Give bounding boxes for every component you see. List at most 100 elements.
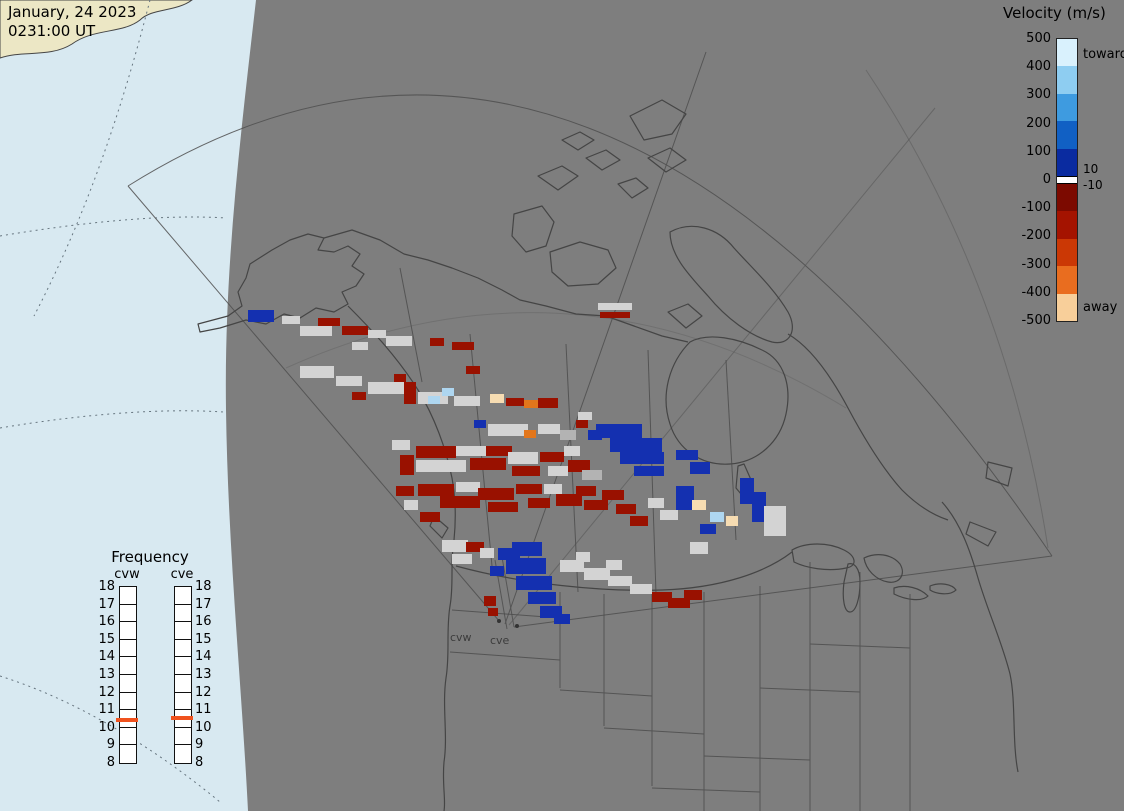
frequency-tick-label: 15 (195, 631, 212, 647)
radar-site-label: cve (490, 634, 510, 647)
toward-label: toward (1083, 47, 1124, 62)
frequency-tick-label: 13 (98, 667, 115, 682)
zero-upper-label: 10 (1083, 162, 1099, 176)
frequency-bar-cell (175, 710, 191, 728)
frequency-tick-label: 16 (98, 614, 115, 630)
frequency-tick-label: 12 (195, 684, 212, 700)
frequency-bar-cell (120, 693, 136, 711)
frequency-bar-cell (175, 587, 191, 605)
away-label: away (1083, 300, 1118, 315)
hudson-bay (665, 336, 789, 465)
colorbar-segment (1057, 66, 1077, 94)
colorbar-tick-label: -200 (1021, 228, 1051, 244)
colorbar-segment (1057, 93, 1077, 122)
coastline-alaska (197, 233, 365, 333)
victoria-island (549, 241, 617, 287)
frequency-tick-label: 9 (195, 737, 204, 753)
frequency-bar-cell (175, 675, 191, 693)
frequency-column-label-cve: cve (170, 567, 194, 582)
newfoundland (985, 461, 1013, 487)
frequency-bar-cell (175, 693, 191, 711)
colorbar: toward away 10 -10 500 400 300 200 100 0 -100 -… (1021, 31, 1124, 328)
frequency-bar-cell (120, 657, 136, 675)
coastline-arctic (323, 229, 689, 343)
colorbar-segment (1057, 148, 1077, 176)
frequency-tick-label: 10 (98, 719, 115, 735)
date-label: January, 24 2023 (8, 3, 137, 21)
radar-site-label: cvw (450, 631, 472, 644)
frequency-tick-label: 17 (98, 596, 115, 612)
frequency-tick-label: 8 (106, 755, 115, 770)
colorbar-tick-label: 0 (1042, 172, 1051, 187)
daylit-landmass (0, 0, 193, 59)
frequency-tick-label: 13 (195, 667, 212, 682)
nova-scotia (965, 521, 997, 547)
frequency-bar-cell (175, 657, 191, 675)
frequency-tick-label: 15 (98, 631, 115, 647)
frequency-tick-label: 8 (195, 755, 204, 770)
frequency-ticks-left: 18 17 16 15 14 13 12 11 10 9 8 (85, 548, 240, 783)
colorbar-segment (1057, 175, 1077, 184)
frequency-tick-label: 17 (195, 596, 212, 612)
pacific-coast (347, 305, 456, 811)
frequency-ticks-right: 18 17 16 15 14 13 12 11 10 9 8 (85, 548, 240, 783)
ocean-graticule (0, 0, 227, 803)
colorbar-tick-label: 500 (1026, 31, 1051, 46)
radar-site-dots (497, 619, 519, 628)
frequency-tick-label: 11 (195, 702, 212, 718)
frequency-tick-label: 14 (98, 649, 115, 665)
arctic-islands (537, 99, 687, 199)
colorbar-tick-label: 400 (1026, 59, 1051, 75)
zero-lower-label: -10 (1083, 178, 1103, 192)
colorbar-segment (1057, 293, 1077, 321)
coastlines (197, 99, 1019, 811)
frequency-bar-cell (120, 622, 136, 640)
colorbar-segment (1057, 183, 1077, 212)
colorbar-segment (1057, 211, 1077, 239)
time-label: 0231:00 UT (8, 22, 96, 40)
great-lakes (791, 543, 957, 613)
frequency-tick-label: 9 (106, 737, 115, 753)
frequency-bar-cell (175, 728, 191, 746)
frequency-marker (116, 717, 138, 722)
frequency-tick-label: 10 (195, 719, 212, 735)
frequency-bar-cell (120, 587, 136, 605)
frequency-tick-label: 11 (98, 702, 115, 718)
frequency-panel: Frequency cvw cve 18 17 16 15 14 13 12 11 10 9 8 1… (85, 548, 240, 783)
frequency-tick-label: 14 (195, 649, 212, 665)
colorbar-tick-label: 300 (1026, 87, 1051, 103)
colorbar-segment (1057, 121, 1077, 149)
colorbar-title: Velocity (m/s) (1003, 4, 1106, 22)
night-shade-region (225, 0, 1124, 811)
labrador-coast (787, 333, 949, 521)
colorbar-segment (1057, 238, 1077, 267)
frequency-tick-label: 12 (98, 684, 115, 700)
frequency-bar-cell (175, 640, 191, 658)
colorbar-tick-label: -300 (1021, 256, 1051, 272)
colorbar-tick-label: 200 (1026, 115, 1051, 131)
colorbar-segment (1057, 266, 1077, 294)
frequency-title: Frequency (111, 548, 189, 566)
frequency-marker (171, 716, 193, 720)
banks-island (511, 205, 555, 253)
colorbar-segment (1057, 39, 1077, 67)
frequency-bar-cell (175, 605, 191, 623)
atlantic-coast (941, 501, 1019, 773)
frequency-column-label-cvw: cvw (114, 567, 140, 582)
southampton-island (667, 303, 703, 329)
frequency-bar-cell (175, 622, 191, 640)
frequency-bar-cell (120, 710, 136, 728)
frequency-tick-label: 16 (195, 614, 212, 630)
frequency-bar-cell (120, 605, 136, 623)
frequency-tick-label: 18 (195, 579, 212, 594)
frequency-bar-cell (120, 675, 136, 693)
frequency-bar-cell (120, 728, 136, 746)
timestamp-block: January, 24 2023 0231:00 UT (8, 3, 136, 41)
colorbar-tick-label: -100 (1021, 200, 1051, 216)
colorbar-tick-label: 100 (1026, 143, 1051, 159)
frequency-bar-cell (120, 640, 136, 658)
vancouver-island (429, 515, 449, 539)
colorbar-tick-label: -500 (1021, 313, 1051, 328)
frequency-tick-label: 18 (98, 579, 115, 594)
